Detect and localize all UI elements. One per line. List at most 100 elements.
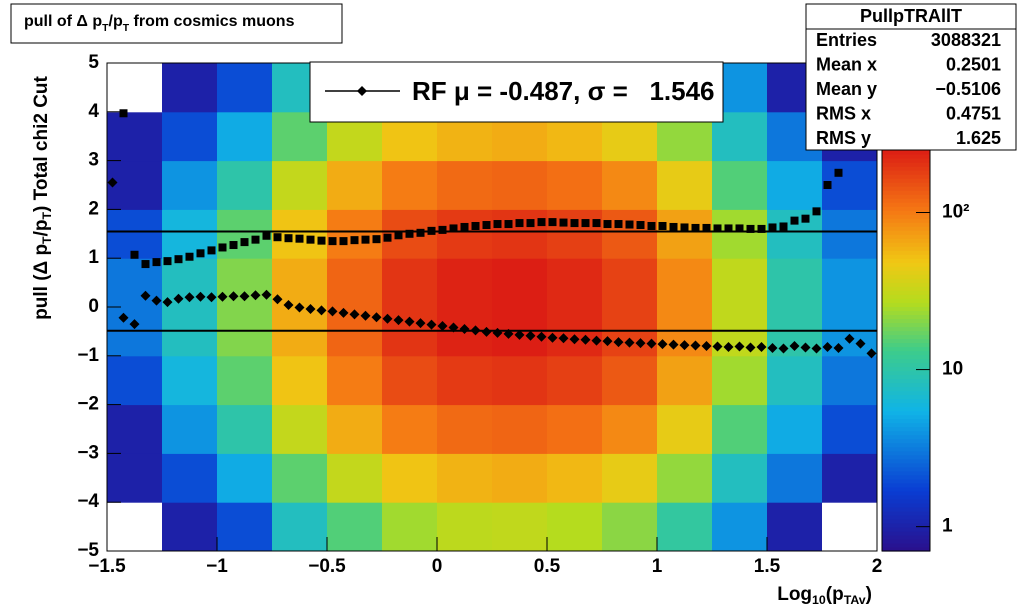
diamond-marker bbox=[646, 338, 657, 349]
heat-cell bbox=[162, 111, 218, 162]
color-bar-step bbox=[882, 394, 930, 400]
color-bar-step bbox=[882, 198, 930, 203]
diamond-marker bbox=[503, 328, 514, 339]
square-marker bbox=[746, 224, 755, 233]
square-marker bbox=[383, 233, 392, 242]
color-bar-step bbox=[882, 222, 930, 227]
y-tick-label: −5 bbox=[77, 540, 99, 561]
diamond-marker bbox=[547, 332, 558, 343]
diamond-marker bbox=[789, 341, 800, 352]
heat-cell bbox=[547, 258, 603, 308]
color-bar-step bbox=[882, 410, 930, 416]
color-bar-step bbox=[882, 506, 930, 512]
color-bar-step bbox=[882, 210, 930, 215]
color-bar-step bbox=[882, 418, 930, 424]
diamond-marker bbox=[723, 342, 734, 353]
color-bar-step bbox=[882, 330, 930, 336]
color-bar-step bbox=[882, 374, 930, 380]
heat-cell bbox=[437, 453, 493, 503]
heat-cell bbox=[272, 453, 328, 503]
color-bar-step bbox=[882, 322, 930, 328]
y-tick-label: 4 bbox=[88, 101, 99, 122]
x-tick-label: −1 bbox=[206, 556, 228, 577]
color-bar-step bbox=[882, 162, 930, 167]
heat-cell bbox=[657, 160, 713, 210]
color-bar-step bbox=[882, 206, 930, 211]
color-bar-step bbox=[882, 186, 930, 191]
color-bar-step bbox=[882, 302, 930, 307]
diamond-marker bbox=[591, 335, 602, 346]
diamond-marker bbox=[822, 342, 833, 353]
color-bar-step bbox=[882, 530, 930, 536]
y-tick-label: 0 bbox=[88, 296, 99, 317]
subscript: TAv bbox=[844, 593, 866, 607]
diamond-marker bbox=[349, 309, 360, 320]
square-marker bbox=[537, 218, 546, 227]
color-bar: 1 10 10² bbox=[881, 149, 969, 552]
diamond-marker bbox=[206, 292, 217, 303]
diamond-marker bbox=[162, 297, 173, 308]
color-bar-step bbox=[882, 158, 930, 163]
diamond-marker bbox=[624, 337, 635, 348]
x-tick-label: 2 bbox=[872, 556, 883, 577]
color-bar-step bbox=[882, 254, 930, 259]
square-marker bbox=[317, 236, 326, 245]
square-marker bbox=[779, 222, 788, 231]
heat-cell bbox=[767, 355, 823, 406]
square-marker bbox=[801, 214, 810, 223]
stats-value: 3088321 bbox=[931, 30, 1001, 50]
color-bar-step bbox=[882, 414, 930, 420]
color-bar-step bbox=[882, 386, 930, 392]
diamond-marker bbox=[514, 329, 525, 340]
heat-cell bbox=[107, 453, 163, 503]
text-part: ) bbox=[866, 584, 872, 605]
heat-cell bbox=[437, 502, 493, 552]
diamond-marker bbox=[239, 291, 250, 302]
square-marker bbox=[174, 255, 183, 264]
color-bar-step bbox=[882, 294, 930, 299]
color-bar-step bbox=[882, 234, 930, 239]
color-bar-step bbox=[882, 326, 930, 332]
diamond-marker bbox=[855, 338, 866, 349]
diamond-marker bbox=[580, 334, 591, 345]
legend-marker bbox=[357, 86, 367, 96]
x-tick-label: −1.5 bbox=[88, 556, 126, 577]
color-bar-step bbox=[882, 382, 930, 388]
color-bar-step bbox=[882, 310, 930, 316]
text-part: (p bbox=[826, 584, 844, 605]
color-bar-step bbox=[882, 354, 930, 360]
stats-box: PullpTRAllT Entries 3088321 Mean x 0.2501 Mea… bbox=[805, 3, 1017, 151]
heat-cell bbox=[822, 355, 878, 406]
text-part: ) Total chi2 Cut bbox=[31, 75, 52, 211]
heat-cell bbox=[712, 404, 768, 454]
heat-cell bbox=[162, 355, 218, 406]
heat-cell bbox=[492, 502, 548, 552]
square-marker bbox=[526, 219, 535, 228]
subscript: T bbox=[40, 212, 54, 220]
color-bar-step bbox=[882, 266, 930, 271]
heat-cell bbox=[657, 258, 713, 308]
color-bar-step bbox=[882, 154, 930, 159]
heatmap bbox=[107, 63, 878, 552]
heat-cell bbox=[657, 209, 713, 259]
square-marker bbox=[460, 222, 469, 231]
heat-cell bbox=[657, 502, 713, 552]
color-bar-step bbox=[882, 378, 930, 384]
diamond-marker bbox=[305, 303, 316, 314]
diamond-marker bbox=[679, 340, 690, 351]
heat-cell bbox=[712, 502, 768, 552]
diamond-marker bbox=[371, 312, 382, 323]
color-bar-step bbox=[882, 470, 930, 476]
square-marker bbox=[141, 260, 150, 269]
heat-cell bbox=[107, 111, 163, 162]
x-tick-label: 1.5 bbox=[754, 556, 781, 577]
color-bar-step bbox=[882, 278, 930, 283]
heat-cell bbox=[492, 453, 548, 503]
y-tick-label: 5 bbox=[88, 52, 99, 73]
legend-text: RF μ = -0.487, σ = 1.546 bbox=[412, 76, 715, 106]
diamond-marker bbox=[382, 313, 393, 324]
color-bar-step bbox=[882, 318, 930, 324]
diamond-marker bbox=[437, 321, 448, 332]
heat-cell bbox=[657, 355, 713, 406]
x-tick-label: 0.5 bbox=[534, 556, 561, 577]
